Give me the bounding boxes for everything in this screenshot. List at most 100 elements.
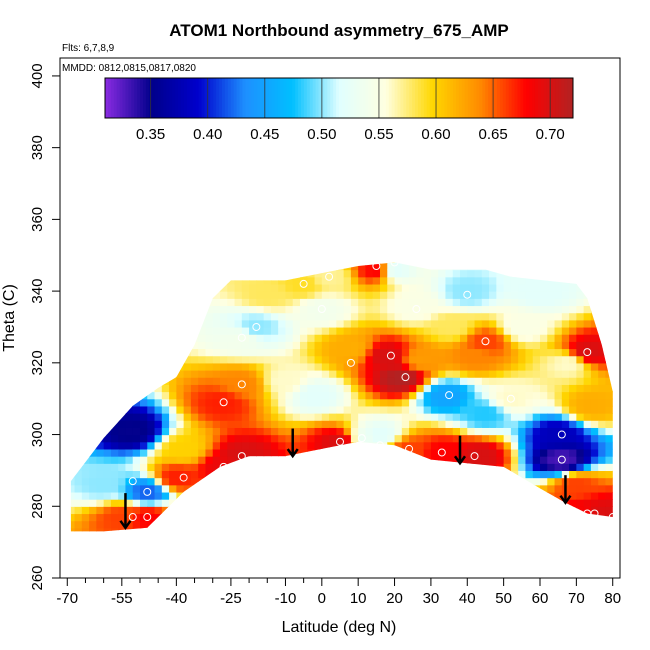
heat-cell bbox=[74, 334, 83, 342]
heat-cell bbox=[380, 334, 388, 342]
heat-cell bbox=[532, 477, 541, 486]
heat-cell bbox=[554, 434, 563, 443]
heat-cell bbox=[569, 470, 577, 479]
colorbar-segment bbox=[143, 78, 147, 118]
heat-cell bbox=[358, 269, 367, 278]
heat-cell bbox=[60, 341, 68, 349]
heat-cell bbox=[496, 477, 505, 486]
heat-cell bbox=[70, 427, 76, 436]
heat-cell bbox=[169, 499, 177, 507]
heat-cell bbox=[314, 312, 323, 321]
heat-cell bbox=[110, 413, 119, 421]
heat-cell bbox=[205, 513, 214, 522]
heat-cell bbox=[372, 398, 381, 407]
heat-cell bbox=[481, 262, 490, 271]
heat-cell bbox=[583, 319, 592, 328]
heat-cell bbox=[70, 362, 76, 371]
heat-cell bbox=[576, 341, 585, 350]
colorbar-segment bbox=[289, 78, 293, 118]
heat-cell bbox=[176, 377, 185, 385]
heat-cell bbox=[329, 377, 337, 385]
heat-cell bbox=[70, 420, 76, 428]
heat-cell bbox=[430, 470, 439, 479]
heat-cell bbox=[227, 491, 236, 500]
heat-cell bbox=[387, 312, 396, 321]
heat-cell bbox=[314, 326, 323, 335]
heat-cell bbox=[460, 527, 468, 532]
sample-marker bbox=[128, 477, 137, 486]
heat-cell bbox=[321, 341, 330, 350]
heat-cell bbox=[532, 520, 541, 529]
heat-cell bbox=[198, 413, 207, 421]
heat-cell bbox=[518, 377, 527, 385]
colorbar-segment bbox=[163, 78, 167, 118]
heat-cell bbox=[613, 341, 621, 349]
heat-cell bbox=[300, 434, 308, 443]
colorbar-segment bbox=[514, 78, 518, 118]
heat-cell bbox=[125, 276, 134, 285]
heat-cell bbox=[263, 334, 272, 342]
heat-cell bbox=[598, 283, 607, 292]
heat-cell bbox=[241, 262, 250, 271]
heat-cell bbox=[445, 463, 454, 472]
heat-cell bbox=[409, 434, 417, 443]
heat-cell bbox=[510, 499, 519, 507]
heat-cell bbox=[140, 535, 148, 543]
heat-cell bbox=[169, 405, 177, 414]
heat-cell bbox=[81, 341, 90, 350]
heat-cell bbox=[300, 520, 308, 529]
heat-cell bbox=[481, 499, 490, 507]
heat-cell bbox=[518, 413, 527, 421]
heat-cell bbox=[154, 405, 163, 414]
heat-cell bbox=[176, 298, 185, 307]
heat-cell bbox=[270, 398, 279, 407]
heat-cell bbox=[278, 384, 287, 393]
heat-cell bbox=[540, 448, 548, 457]
heat-cell bbox=[227, 291, 236, 299]
heat-cell bbox=[292, 405, 301, 414]
heat-cell bbox=[344, 535, 352, 543]
heat-cell bbox=[169, 377, 177, 385]
heat-cell bbox=[249, 448, 257, 457]
heat-cell bbox=[154, 319, 163, 328]
heat-cell bbox=[118, 283, 127, 292]
heat-cell bbox=[307, 355, 316, 364]
heat-cell bbox=[350, 291, 359, 299]
heat-cell bbox=[474, 326, 483, 335]
heat-cell bbox=[278, 362, 287, 371]
sample-marker bbox=[557, 430, 566, 439]
heat-cell bbox=[198, 463, 207, 472]
heat-cell bbox=[321, 441, 330, 450]
heat-cell bbox=[183, 413, 192, 421]
heat-cell bbox=[147, 441, 156, 450]
heat-cell bbox=[190, 456, 199, 464]
heat-cell bbox=[285, 283, 294, 292]
heat-cell bbox=[503, 298, 512, 307]
heat-cell bbox=[576, 319, 585, 328]
heat-cell bbox=[292, 348, 301, 357]
heat-cell bbox=[70, 262, 76, 264]
colorbar-segment bbox=[268, 78, 273, 118]
heat-cell bbox=[321, 405, 330, 414]
heat-cell bbox=[401, 513, 410, 522]
heat-cell bbox=[263, 513, 272, 522]
heat-cell bbox=[496, 434, 505, 443]
heat-cell bbox=[140, 391, 148, 400]
heat-cell bbox=[409, 326, 417, 335]
heat-cell bbox=[103, 348, 112, 357]
heat-cell bbox=[547, 341, 556, 350]
heat-cell bbox=[329, 355, 337, 364]
heat-cell bbox=[605, 470, 613, 479]
heat-cell bbox=[489, 413, 497, 421]
heat-cell bbox=[452, 291, 461, 299]
heat-cell bbox=[496, 441, 505, 450]
heat-cell bbox=[365, 499, 374, 507]
heat-cell bbox=[154, 355, 163, 364]
heat-cell bbox=[518, 491, 527, 500]
heat-cell bbox=[234, 413, 243, 421]
heat-cell bbox=[227, 326, 236, 335]
heat-cell bbox=[227, 506, 236, 515]
heat-cell bbox=[387, 477, 396, 486]
heat-cell bbox=[321, 312, 330, 321]
